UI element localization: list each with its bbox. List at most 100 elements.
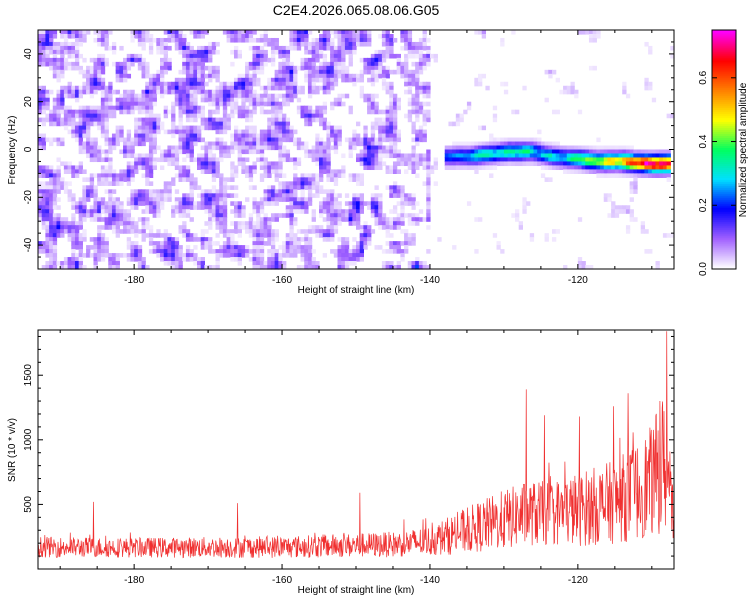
spectrogram-cell <box>52 57 58 63</box>
spectrogram-cell <box>555 165 560 171</box>
spectrogram-cell <box>289 30 294 35</box>
spectrogram-cell <box>245 133 250 139</box>
spectrogram-cell <box>115 105 120 111</box>
spectrogram-cell <box>100 129 106 135</box>
spectrogram-cell <box>200 125 205 131</box>
spectrogram-cell <box>38 249 43 254</box>
spectrogram-cell <box>148 237 154 242</box>
spectrogram-cell <box>208 153 213 159</box>
spectrogram-cell <box>378 57 383 63</box>
spectrogram-cell <box>63 45 69 51</box>
spectrogram-cell <box>38 165 43 171</box>
spectrogram-cell <box>63 185 69 190</box>
spectrogram-cell <box>219 145 224 151</box>
spectrogram-cell <box>115 261 120 266</box>
spectrogram-cell <box>148 153 154 159</box>
spectrogram-cell <box>182 129 187 135</box>
spectrogram-cell <box>274 93 279 99</box>
spectrogram-cell <box>230 185 235 190</box>
spectrogram-cell <box>644 169 649 174</box>
spectrogram-cell <box>248 213 254 218</box>
spectrogram-cell <box>104 153 109 159</box>
spectrogram-cell <box>97 41 102 47</box>
spectrogram-cell <box>492 157 498 163</box>
spectrogram-cell <box>248 225 254 230</box>
spectrogram-cell <box>171 205 176 210</box>
spectrogram-cell <box>348 77 353 83</box>
spectrogram-cell <box>374 141 379 147</box>
spectrogram-cell <box>237 109 242 115</box>
spectrogram-cell <box>211 241 217 246</box>
spectrogram-cell <box>108 30 113 35</box>
spectrogram-cell <box>563 89 568 95</box>
spectrogram-cell <box>322 53 328 59</box>
spectrogram-cell <box>285 181 291 186</box>
spectrogram-cell <box>304 61 309 67</box>
spectrogram-cell <box>426 189 431 194</box>
spectrogram-cell <box>263 109 268 115</box>
spectrogram-cell <box>108 89 113 95</box>
spectrogram-cell <box>389 249 394 254</box>
spectrogram-cell <box>197 205 202 210</box>
spectrogram-cell <box>126 65 132 71</box>
spectrogram-cell <box>322 217 328 222</box>
spectrogram-cell <box>304 181 309 186</box>
spectrogram-cell <box>278 105 283 111</box>
spectrogram-cell <box>337 37 342 43</box>
spectrogram-cell <box>126 61 132 67</box>
spectrogram-cell <box>171 257 176 262</box>
spectrogram-cell <box>200 65 205 71</box>
spectrogram-cell <box>200 121 205 127</box>
spectrogram-cell <box>126 101 132 107</box>
spectrogram-cell <box>241 205 246 210</box>
spectrogram-cell <box>511 30 516 35</box>
spectrogram-cell <box>263 217 268 222</box>
spectrogram-cell <box>577 30 583 35</box>
spectrogram-cell <box>163 253 169 258</box>
spectrogram-cell <box>248 61 254 67</box>
spectrogram-cell <box>178 261 183 266</box>
spectrogram-cell <box>134 161 139 167</box>
spectrogram-cell <box>319 33 324 39</box>
spectrogram-cell <box>182 45 187 51</box>
spectrogram-cell <box>659 157 664 163</box>
spectrogram-cell <box>67 105 72 111</box>
spectrogram-cell <box>111 49 117 55</box>
colorbar-step <box>712 127 736 131</box>
spectrogram-cell <box>359 69 364 75</box>
spectrogram-cell <box>370 229 376 234</box>
spectrogram-cell <box>492 117 498 123</box>
spectrogram-cell <box>300 253 305 258</box>
spectrogram-cell <box>152 93 157 99</box>
spectrogram-cell <box>592 37 597 43</box>
spectrogram-cell <box>97 233 102 238</box>
spectrogram-cell <box>208 101 213 107</box>
spectrogram-cell <box>163 129 169 135</box>
spectrogram-cell <box>211 93 217 99</box>
spectrogram-cell <box>356 197 361 202</box>
colorbar-step <box>712 235 736 238</box>
spectrogram-cell <box>123 137 128 143</box>
spectrogram-cell <box>60 30 65 35</box>
spectrogram-cell <box>104 33 109 39</box>
spectrogram-cell <box>93 249 98 254</box>
spectrogram-cell <box>185 165 191 171</box>
spectrogram-cell <box>111 257 117 262</box>
spectrogram-cell <box>385 89 390 95</box>
spectrogram-cell <box>359 153 364 159</box>
spectrogram-cell <box>282 69 287 75</box>
spectrogram-cell <box>245 61 250 67</box>
spectrogram-cell <box>459 113 464 119</box>
spectrogram-cell <box>145 113 150 119</box>
snr-y-tick-label: 1500 <box>23 364 34 387</box>
spectrogram-cell <box>252 49 257 55</box>
spectrogram-cell <box>659 169 664 174</box>
spectrogram-cell <box>252 197 257 202</box>
spectrogram-cell <box>123 229 128 234</box>
spectrogram-cell <box>193 33 198 39</box>
spectrogram-cell <box>233 45 239 51</box>
spectrogram-cell <box>104 41 109 47</box>
spectrogram-cell <box>396 157 401 163</box>
spectrogram-cell <box>178 201 183 206</box>
spectrogram-cell <box>337 205 342 210</box>
